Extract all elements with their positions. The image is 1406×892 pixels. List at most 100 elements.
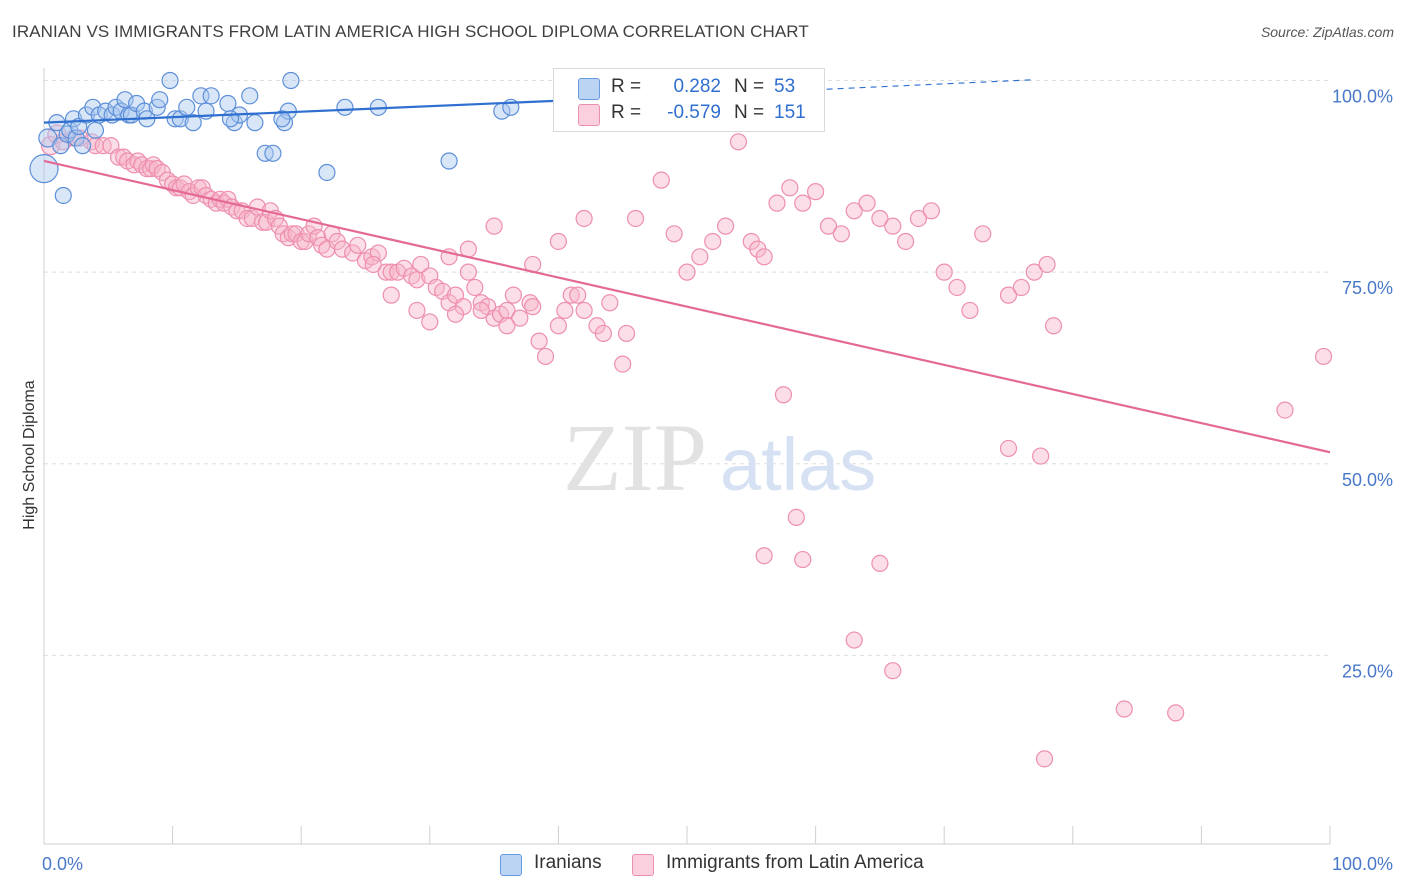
latin-point <box>485 217 503 235</box>
latin-point <box>382 263 400 281</box>
y-tick-label: 100.0% <box>1332 87 1393 107</box>
latin-point <box>787 508 805 527</box>
r-label: R = <box>611 102 642 123</box>
latin-trend-line <box>43 159 1331 454</box>
latin-point <box>755 248 773 266</box>
latin-point <box>614 355 632 373</box>
series-legend: Iranians Immigrants from Latin America <box>0 852 1406 878</box>
legend-label: Iranians <box>534 852 602 873</box>
latin-point <box>536 347 555 366</box>
latin-legend-swatch <box>632 854 654 876</box>
latin-point <box>781 179 799 197</box>
watermark-atlas: atlas <box>720 423 876 506</box>
stats-legend: R = 0.282 N = 53 R = -0.579 N = 151 <box>553 68 825 132</box>
latin-point <box>884 662 902 680</box>
latin-point <box>459 263 477 281</box>
iranians-point <box>184 114 202 132</box>
latin-point <box>1314 347 1333 366</box>
source-label: Source: ZipAtlas.com <box>1260 24 1394 40</box>
latin-point <box>549 232 568 251</box>
y-tick-label: 25.0% <box>1342 661 1393 681</box>
y-tick-label: 75.0% <box>1342 278 1393 298</box>
latin-point <box>935 263 953 281</box>
latin-point <box>948 278 966 297</box>
latin-point <box>511 309 529 327</box>
latin-point <box>845 202 863 220</box>
n-label: N = <box>734 102 765 123</box>
iranians-point <box>336 98 354 116</box>
latin-point <box>601 294 619 312</box>
latin-point <box>1035 750 1054 768</box>
latin-point <box>594 324 613 343</box>
iranians-point <box>202 87 220 105</box>
chart-title: IRANIAN VS IMMIGRANTS FROM LATIN AMERICA… <box>12 22 809 41</box>
latin-point <box>678 263 696 281</box>
iranians-point <box>178 98 196 116</box>
latin-point <box>626 209 645 228</box>
latin-point <box>961 301 979 320</box>
latin-point <box>1276 401 1294 419</box>
latin-point <box>498 317 516 335</box>
latin-point <box>909 209 928 228</box>
latin-point <box>794 550 812 569</box>
latin-point <box>524 298 542 316</box>
legend-label: Immigrants from Latin America <box>666 852 924 873</box>
latin-point <box>999 439 1018 458</box>
latin-point <box>884 217 902 235</box>
iranians-point <box>86 121 105 139</box>
latin-point <box>768 194 786 212</box>
y-tick-labels: 25.0% 50.0% 75.0% 100.0% <box>1332 87 1393 682</box>
latin-point <box>974 225 992 243</box>
iranians-point <box>282 71 300 90</box>
latin-point <box>1044 317 1063 335</box>
iranians-point <box>264 144 282 162</box>
latin-point <box>845 631 863 649</box>
iranians-point <box>273 110 291 128</box>
latin-point <box>421 313 439 331</box>
latin-point <box>794 194 812 212</box>
latin-point <box>1032 447 1050 465</box>
iranians-point <box>166 110 184 128</box>
latin-point <box>556 301 574 320</box>
latin-point <box>665 225 683 243</box>
iranians-legend-swatch <box>500 854 522 876</box>
x-tick-label: 100.0% <box>1332 854 1393 874</box>
latin-point <box>806 183 825 201</box>
latin-point <box>832 225 850 243</box>
latin-point <box>871 209 889 228</box>
r-value: -0.579 <box>667 102 721 123</box>
iranians-swatch <box>578 78 600 100</box>
latin-point <box>408 301 426 320</box>
latin-swatch <box>578 104 600 126</box>
iranians-point <box>73 137 92 155</box>
latin-point <box>1167 704 1185 722</box>
latin-point <box>562 286 580 304</box>
latin-point <box>349 236 367 254</box>
latin-point <box>466 278 484 297</box>
latin-point <box>897 232 915 251</box>
r-label: R = <box>611 76 642 97</box>
latin-point <box>109 148 128 166</box>
n-value: 53 <box>774 76 796 97</box>
iranians-point <box>221 110 240 128</box>
axes <box>43 68 1331 845</box>
iranians-point <box>151 91 169 109</box>
latin-point <box>922 202 940 220</box>
watermark: ZIP atlas <box>563 404 876 511</box>
latin-point <box>858 194 876 212</box>
x-tick-label: 0.0% <box>42 854 83 874</box>
latin-point <box>716 217 735 235</box>
iranians-point <box>440 152 458 170</box>
latin-point <box>382 286 400 304</box>
r-value: 0.282 <box>673 76 721 97</box>
latin-point <box>729 133 748 151</box>
iranians-point <box>241 87 259 105</box>
latin-point <box>575 301 593 320</box>
iranians-point <box>29 154 59 184</box>
watermark-zip: ZIP <box>563 404 707 511</box>
latin-point <box>412 255 430 274</box>
iranians-point <box>246 114 264 132</box>
n-label: N = <box>734 76 765 97</box>
iranians-trend-extension <box>815 79 1035 91</box>
